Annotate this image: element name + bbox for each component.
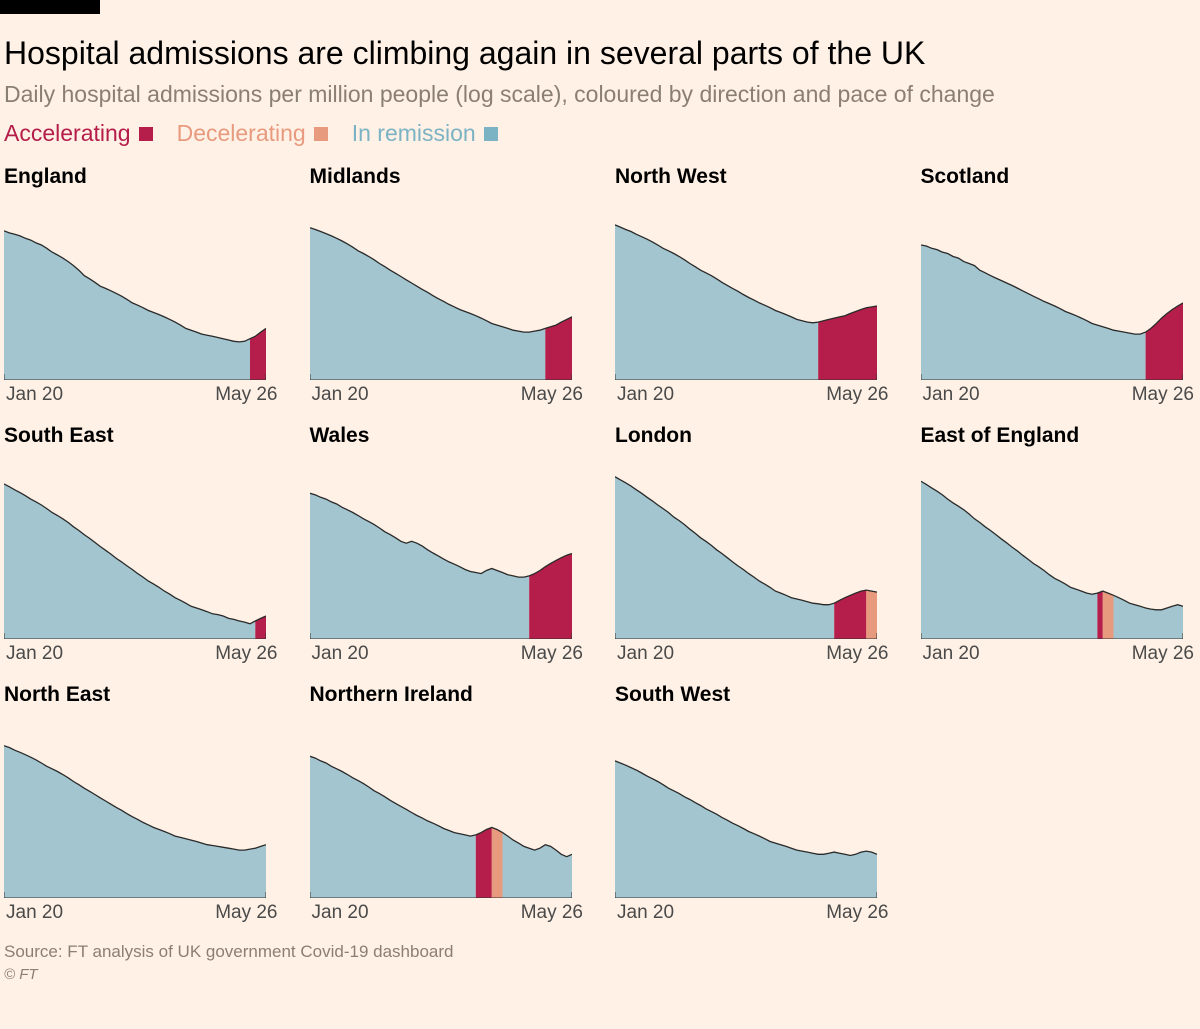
x-tick-start: Jan 20: [6, 384, 63, 406]
panel-title: Scotland: [921, 165, 1197, 189]
area-chart: [615, 195, 891, 380]
chart-panel: South East Jan 20 May 26: [4, 424, 280, 665]
x-axis: Jan 20 May 26: [310, 643, 586, 665]
chart-panel: North East Jan 20 May 26: [4, 683, 280, 924]
x-tick-end: May 26: [215, 902, 277, 924]
x-axis: Jan 20 May 26: [4, 384, 280, 406]
legend-label: In remission: [352, 120, 476, 147]
area-chart: [310, 195, 586, 380]
source-text: Source: FT analysis of UK government Cov…: [4, 942, 1196, 962]
area-chart: [921, 454, 1197, 639]
legend-swatch: [484, 127, 498, 141]
chart-panel: North West Jan 20 May 26: [615, 165, 891, 406]
panel-title: Northern Ireland: [310, 683, 586, 707]
legend-item: Accelerating: [4, 120, 153, 147]
x-tick-start: Jan 20: [312, 384, 369, 406]
x-tick-start: Jan 20: [617, 643, 674, 665]
area-chart: [310, 713, 586, 898]
x-tick-start: Jan 20: [312, 902, 369, 924]
x-axis: Jan 20 May 26: [310, 902, 586, 924]
panel-title: Midlands: [310, 165, 586, 189]
copyright-text: © FT: [4, 966, 1196, 983]
area-chart: [615, 454, 891, 639]
legend-item: Decelerating: [177, 120, 328, 147]
panel-title: England: [4, 165, 280, 189]
legend-item: In remission: [352, 120, 498, 147]
area-chart: [615, 713, 891, 898]
area-chart: [921, 195, 1197, 380]
chart-panel: Wales Jan 20 May 26: [310, 424, 586, 665]
panel-title: South West: [615, 683, 891, 707]
legend-swatch: [139, 127, 153, 141]
x-axis: Jan 20 May 26: [4, 643, 280, 665]
x-tick-start: Jan 20: [923, 643, 980, 665]
x-axis: Jan 20 May 26: [615, 902, 891, 924]
chart-title: Hospital admissions are climbing again i…: [4, 34, 1196, 72]
area-chart: [4, 454, 280, 639]
chart-panel: Northern Ireland Jan 20 May 26: [310, 683, 586, 924]
x-tick-start: Jan 20: [6, 902, 63, 924]
x-tick-start: Jan 20: [617, 384, 674, 406]
x-tick-start: Jan 20: [617, 902, 674, 924]
x-axis: Jan 20 May 26: [4, 902, 280, 924]
chart-panel: ScotlandJan 20May 26100101: [921, 165, 1197, 406]
x-axis: Jan 20 May 26: [921, 643, 1197, 665]
x-tick-end: May 26: [215, 384, 277, 406]
panel-title: East of England: [921, 424, 1197, 448]
panel-title: North East: [4, 683, 280, 707]
x-tick-end: May 26: [826, 384, 888, 406]
x-tick-end: May 26: [215, 643, 277, 665]
x-axis: Jan 20 May 26: [921, 384, 1197, 406]
x-tick-end: May 26: [826, 902, 888, 924]
chart-panel: South West Jan 20 May 26: [615, 683, 891, 924]
panel-title: South East: [4, 424, 280, 448]
chart-container: Hospital admissions are climbing again i…: [0, 14, 1200, 995]
area-chart: [4, 195, 280, 380]
panel-title: London: [615, 424, 891, 448]
x-tick-end: May 26: [826, 643, 888, 665]
brand-tab: [0, 0, 100, 14]
x-tick-end: May 26: [521, 384, 583, 406]
chart-panel: Midlands Jan 20 May 26: [310, 165, 586, 406]
legend-label: Decelerating: [177, 120, 306, 147]
x-tick-start: Jan 20: [923, 384, 980, 406]
legend-swatch: [314, 127, 328, 141]
chart-subtitle: Daily hospital admissions per million pe…: [4, 80, 1196, 110]
x-tick-end: May 26: [1132, 643, 1194, 665]
area-chart: [4, 713, 280, 898]
x-tick-end: May 26: [1132, 384, 1194, 406]
legend: Accelerating Decelerating In remission: [4, 120, 1196, 147]
chart-panel: London Jan 20 May 26: [615, 424, 891, 665]
x-tick-start: Jan 20: [6, 643, 63, 665]
legend-label: Accelerating: [4, 120, 131, 147]
chart-panel: England Jan 20 May 26: [4, 165, 280, 406]
x-axis: Jan 20 May 26: [310, 384, 586, 406]
x-axis: Jan 20 May 26: [615, 643, 891, 665]
x-tick-end: May 26: [521, 902, 583, 924]
x-tick-end: May 26: [521, 643, 583, 665]
panel-title: North West: [615, 165, 891, 189]
small-multiples-grid: EnglandJan 20May 26MidlandsJan 20May 26N…: [4, 165, 1196, 924]
panel-title: Wales: [310, 424, 586, 448]
x-tick-start: Jan 20: [312, 643, 369, 665]
x-axis: Jan 20 May 26: [615, 384, 891, 406]
area-chart: [310, 454, 586, 639]
chart-panel: East of EnglandJan 20May 26100101: [921, 424, 1197, 665]
